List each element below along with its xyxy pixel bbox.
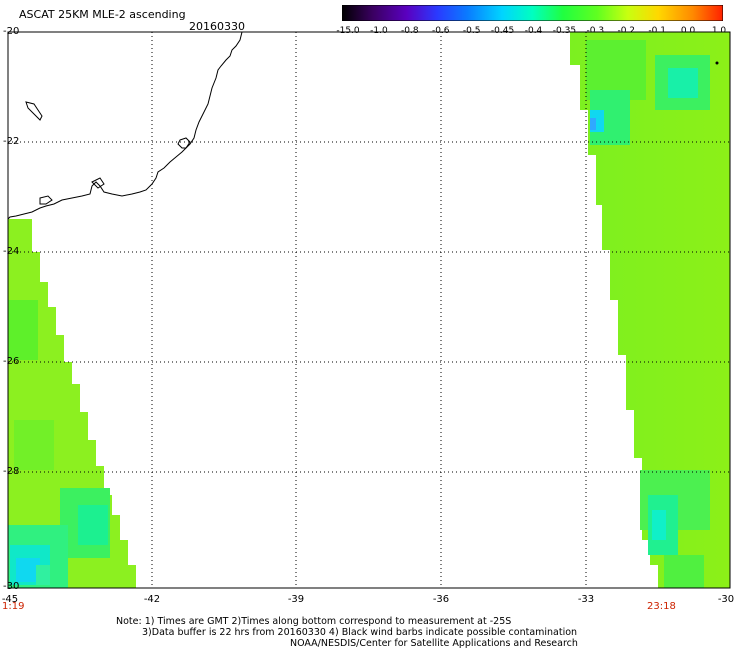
note-line-1: Note: 1) Times are GMT 2)Times along bot… — [116, 616, 512, 627]
lat-label: -24 — [3, 246, 20, 257]
lon-label: -39 — [287, 594, 305, 605]
lon-label: -42 — [143, 594, 161, 605]
lon-label: -45 — [1, 594, 19, 605]
lat-label: -22 — [3, 136, 20, 147]
lat-label: -20 — [3, 26, 20, 37]
time-label-left: 1:19 — [2, 601, 25, 612]
colorbar-tick-label: -0.45 — [490, 26, 515, 36]
right-swath — [570, 32, 730, 588]
note-line-2: 3)Data buffer is 22 hrs from 20160330 4)… — [142, 627, 578, 638]
lon-label: -33 — [577, 594, 595, 605]
colorbar-tick-label: -15.0 — [336, 26, 360, 36]
map-frame — [7, 31, 731, 589]
left-swath — [8, 219, 136, 588]
colorbar-tick-label: 1.0 — [711, 26, 727, 36]
colorbar-gradient — [342, 5, 723, 21]
colorbar-tick-label: -1.0 — [370, 26, 388, 36]
colorbar-tick-label: -0.35 — [552, 26, 577, 36]
colorbar-tick-label: -0.8 — [401, 26, 419, 36]
map-date: 20160330 — [189, 20, 245, 33]
colorbar-tick-label: -0.4 — [524, 26, 543, 36]
map-title: ASCAT 25KM MLE-2 ascending — [19, 8, 186, 21]
lat-label: -26 — [3, 356, 20, 367]
note-line-3: NOAA/NESDIS/Center for Satellite Applica… — [290, 638, 578, 649]
coastline — [7, 31, 243, 220]
colorbar-tick-label: -0.6 — [431, 26, 450, 36]
colorbar-tick-label: -0.5 — [462, 26, 481, 36]
coastline-bay — [177, 137, 191, 149]
colorbar-tick-label: 0.0 — [680, 26, 696, 36]
colorbar-tick-label: -0.2 — [617, 26, 636, 36]
grid — [8, 32, 730, 588]
lat-label: -28 — [3, 466, 20, 477]
coastline-bay — [39, 195, 53, 205]
coastline-bay — [91, 177, 105, 189]
time-label-right: 23:18 — [647, 601, 676, 612]
lat-label: -30 — [3, 581, 20, 592]
colorbar — [342, 5, 723, 21]
lon-label: -36 — [432, 594, 450, 605]
colorbar-tick-label: -0.1 — [648, 26, 666, 36]
colorbar-tick-label: -0.3 — [586, 26, 605, 36]
lon-label: -30 — [717, 594, 735, 605]
island — [25, 101, 43, 121]
